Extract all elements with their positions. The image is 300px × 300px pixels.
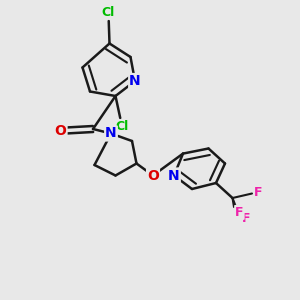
Text: O: O bbox=[55, 124, 67, 137]
Text: Cl: Cl bbox=[116, 120, 129, 133]
Text: F: F bbox=[242, 212, 251, 226]
Text: N: N bbox=[129, 74, 141, 88]
Text: O: O bbox=[147, 169, 159, 182]
Text: Cl: Cl bbox=[102, 5, 115, 19]
Text: N: N bbox=[105, 127, 117, 140]
Text: F: F bbox=[235, 206, 244, 219]
Text: N: N bbox=[168, 169, 180, 182]
Text: F: F bbox=[254, 185, 263, 199]
